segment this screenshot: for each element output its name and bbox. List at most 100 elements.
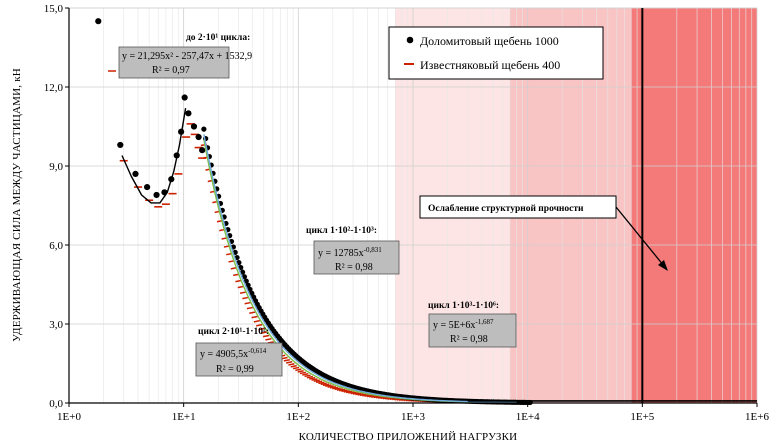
limestone-point [357,393,364,396]
annotation-early-r2: R² = 0,97 [152,65,190,76]
limestone-point [304,374,311,378]
y-tick-label: 9,0 [49,161,63,173]
y-tick-label: 15,0 [44,3,64,15]
limestone-point [302,373,309,376]
limestone-point [364,394,371,397]
x-tick-label: 1E+5 [630,411,654,423]
dolomite-point [181,94,188,101]
dolomite-point [245,282,251,288]
annotation-seg1-box [195,342,283,377]
zone-2 [631,8,757,403]
limestone-point [290,364,297,368]
dolomite-point [95,18,102,25]
dolomite-point [201,126,207,132]
limestone-point [336,388,343,391]
annotation-seg3-eq: y = 5E+6x-1,687 [433,318,494,331]
limestone-point [292,366,300,370]
dolomite-point [199,147,206,154]
limestone-point [285,361,293,364]
legend-label-dolomite: Доломитовый щебень 1000 [420,34,559,48]
limestone-point [235,279,242,283]
limestone-point [239,291,247,295]
limestone-point [329,385,337,389]
limestone-point [371,395,378,398]
annotation-seg3-box [428,313,517,348]
annotation-seg3-r2: R² = 0,98 [450,334,488,345]
dolomite-point [195,133,202,141]
limestone-point [309,377,316,380]
limestone-point [281,356,288,360]
y-tick-label: 0,0 [49,398,63,410]
limestone-point [313,379,320,383]
x-tick-label: 1E+0 [57,411,81,423]
limestone-point [242,296,249,300]
dolomite-point [241,274,248,280]
x-tick-label: 1E+6 [745,411,769,423]
annotation-seg2-box [313,240,400,275]
legend-marker-dolomite [406,36,414,44]
annotation-seg1-eq: y = 4905,5x-0,614 [200,347,267,360]
annotation-seg3-eq-exp: -1,687 [475,318,494,326]
legend-box [388,26,604,80]
limestone-point [253,319,261,323]
limestone-point [350,391,357,395]
limestone-point [306,375,314,379]
limestone-point [288,363,295,366]
annotation-seg3-title: цикл 1·10³-1·10⁶: [428,301,499,311]
limestone-point [322,383,330,387]
limestone-point [348,391,355,394]
dolomite-point [132,170,139,177]
structural-note-text: Ослабление структурной прочности [428,203,584,214]
limestone-point [341,389,348,393]
limestone-point [244,301,251,305]
limestone-point [327,385,334,388]
dolomite-point [247,286,253,292]
limestone-point [366,394,373,398]
annotation-seg1-r2: R² = 0,99 [216,364,254,375]
limestone-point [318,381,325,385]
fit-curves [121,107,757,404]
limestone-point [295,368,302,372]
fit-curve-blue [203,134,517,404]
annotation-seg2-eq-exp: -0,831 [364,246,383,254]
annotation-early-title: до 2·10¹ цикла: [186,33,250,43]
limestone-point [334,387,341,391]
limestone-point [260,331,267,334]
limestone-point [325,384,332,387]
structural-note-arrowhead [658,260,668,271]
limestone-point [352,392,360,395]
limestone-point [315,380,323,384]
limestone-point [332,386,339,390]
limestone-point [251,315,258,319]
limestone-point [359,393,367,397]
limestone-point [283,358,290,362]
legend-label-limestone: Известняковый щебень 400 [420,58,560,72]
limestone-point [265,337,272,341]
x-tick-label: 1E+4 [516,411,540,423]
limestone-point [249,311,256,314]
y-tick-label: 3,0 [49,319,63,331]
annotation-early-eq: y = 21,295x² - 257,47x + 1532,9 [122,51,252,62]
limestone-point [368,394,376,398]
annotation-seg2-title: цикл 1·10²-1·10³: [306,226,377,236]
annotation-seg1-eq-exp: -0,614 [248,347,267,355]
dolomite-point [117,141,124,149]
fit-curve-early [121,107,187,204]
dolomite-point [239,269,246,275]
tick-labels: 1E+0 1E+1 1E+2 1E+3 1E+4 1E+5 1E+6 0,0 3,0 6,0 9,0… [44,3,770,423]
annotation-seg2-eq: y = 12785x-0,831 [318,246,382,259]
limestone-point [262,334,270,338]
x-tick-label: 1E+3 [401,411,425,423]
limestone-point [362,393,369,397]
limestone-point [320,382,327,386]
limestone-point [355,392,362,396]
limestone-point [343,390,350,393]
annotation-seg1-title: цикл 2·10¹-1·10²: [198,327,269,337]
y-tick-label: 6,0 [49,240,63,252]
x-axis-title: КОЛИЧЕСТВО ПРИЛОЖЕНИЙ НАГРУЗКИ [299,431,518,443]
dolomite-point [190,123,198,130]
structural-note-arrow [615,206,665,267]
limestone-point [299,371,307,375]
annotation-seg1-eq-base: y = 4905,5x [200,349,248,360]
